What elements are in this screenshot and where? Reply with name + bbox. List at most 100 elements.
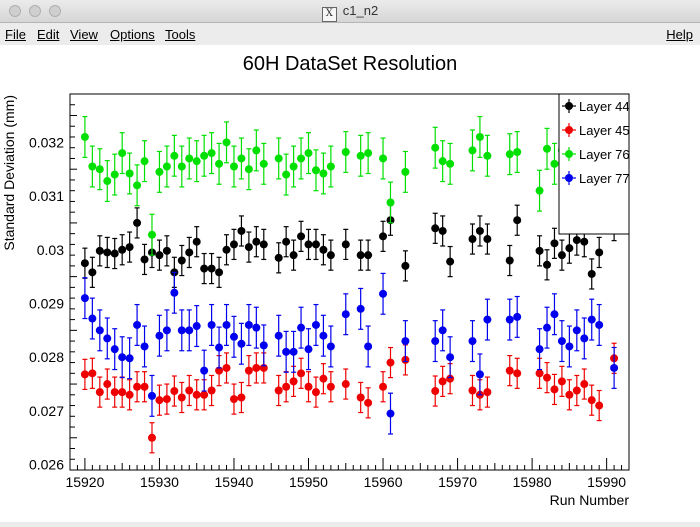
data-point [252, 323, 261, 332]
data-point [177, 393, 186, 402]
y-tick-label: 0.027 [29, 403, 64, 419]
plot-canvas[interactable]: 60H DataSet Resolution Standard Deviatio… [0, 45, 700, 522]
data-point [133, 181, 142, 190]
data-point [222, 245, 231, 254]
data-point [252, 363, 261, 372]
data-point [110, 249, 119, 258]
x-tick-label: 15940 [215, 474, 254, 490]
close-window-button[interactable] [9, 5, 21, 17]
data-point [215, 268, 224, 277]
data-point [229, 395, 238, 404]
data-point [244, 366, 253, 375]
data-point [289, 377, 298, 386]
data-point [170, 387, 179, 396]
data-point [379, 289, 388, 298]
legend-marker [565, 126, 573, 134]
data-point [319, 245, 328, 254]
data-point [580, 237, 589, 246]
data-point [483, 235, 492, 244]
data-marks [80, 115, 619, 454]
data-point [185, 154, 194, 163]
data-point [282, 347, 291, 356]
data-point [356, 393, 365, 402]
data-point [192, 322, 201, 331]
data-point [229, 332, 238, 341]
data-point [88, 314, 97, 323]
menu-tools[interactable]: Tools [165, 27, 195, 42]
data-point [110, 388, 119, 397]
data-point [550, 239, 559, 248]
data-point [319, 374, 328, 383]
data-point [162, 395, 171, 404]
data-point [274, 331, 283, 340]
data-point [431, 143, 440, 152]
data-point [550, 310, 559, 319]
menu-options[interactable]: Options [110, 27, 155, 42]
menu-file-label: File [5, 27, 26, 42]
data-point [356, 251, 365, 260]
data-point [401, 337, 410, 346]
data-point [572, 386, 581, 395]
data-point [88, 162, 97, 171]
data-point [341, 310, 350, 319]
data-point [125, 390, 134, 399]
data-point [200, 151, 209, 160]
data-point [282, 237, 291, 246]
data-point [95, 388, 104, 397]
x-tick-label: 15930 [140, 474, 179, 490]
data-point [341, 148, 350, 157]
data-point [401, 167, 410, 176]
data-point [364, 251, 373, 260]
data-point [401, 261, 410, 270]
menu-file[interactable]: File [5, 27, 26, 42]
data-point [297, 323, 306, 332]
legend-marker [565, 150, 573, 158]
x-axis-label: Run Number [550, 492, 630, 508]
data-point [88, 268, 97, 277]
data-point [438, 157, 447, 166]
data-point [468, 235, 477, 244]
minimize-window-button[interactable] [29, 5, 41, 17]
data-point [118, 353, 127, 362]
data-point [364, 398, 373, 407]
data-point [185, 248, 194, 257]
data-point [80, 259, 89, 268]
data-point [595, 320, 604, 329]
data-point [192, 390, 201, 399]
series-layer-76 [80, 115, 619, 256]
data-point [580, 334, 589, 343]
chart-title: 60H DataSet Resolution [243, 53, 458, 75]
data-point [237, 339, 246, 348]
data-point [304, 149, 313, 158]
data-point [468, 386, 477, 395]
data-point [162, 246, 171, 255]
data-point [587, 315, 596, 324]
menu-help[interactable]: Help [666, 27, 693, 42]
data-point [513, 216, 522, 225]
data-point [259, 159, 268, 168]
data-point [289, 162, 298, 171]
menu-view[interactable]: View [70, 27, 98, 42]
data-point [550, 159, 559, 168]
legend-label: Layer 44 [579, 99, 630, 114]
data-point [386, 198, 395, 207]
data-point [177, 326, 186, 335]
data-point [446, 159, 455, 168]
scatter-chart: 60H DataSet Resolution Standard Deviatio… [1, 53, 630, 508]
data-point [386, 358, 395, 367]
menu-edit[interactable]: Edit [37, 27, 59, 42]
data-point [535, 246, 544, 255]
legend-label: Layer 77 [579, 171, 630, 186]
zoom-window-button[interactable] [49, 5, 61, 17]
x-tick-label: 15920 [65, 474, 104, 490]
data-point [587, 269, 596, 278]
data-point [103, 177, 112, 186]
data-point [237, 393, 246, 402]
data-point [147, 433, 156, 442]
data-point [162, 162, 171, 171]
menu-help-label: Help [666, 27, 693, 42]
data-point [356, 304, 365, 313]
axes: 15920 15930 15940 15950 15960 15970 15980 15990… [29, 93, 630, 490]
legend-label: Layer 45 [579, 123, 630, 138]
